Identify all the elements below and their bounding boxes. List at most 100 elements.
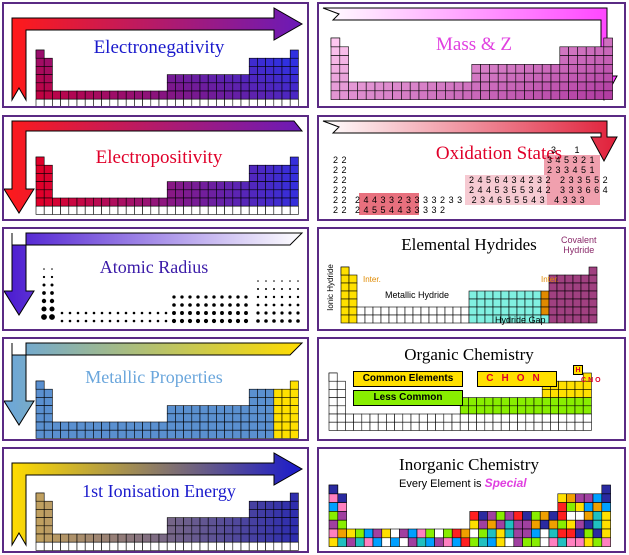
element-cell (348, 306, 358, 316)
element-cell (109, 197, 119, 207)
element-cell (568, 64, 578, 74)
element-cell (495, 519, 506, 530)
element-cell (101, 421, 111, 431)
element-cell (374, 90, 385, 100)
element-cell (175, 413, 184, 423)
element-cell (340, 282, 350, 292)
element-cell (289, 74, 299, 84)
element-cell (508, 298, 518, 308)
element-cell (93, 429, 102, 439)
element-cell (281, 405, 291, 415)
element-cell (207, 74, 217, 84)
element-cell (289, 49, 299, 59)
element-cell (265, 173, 275, 182)
panel-organic-chemistry: Organic Chemistry Common Elements Less C… (317, 337, 626, 441)
element-cell (101, 98, 111, 106)
element-cell (35, 388, 45, 398)
inorganic-subtitle-emph: Special (484, 476, 527, 490)
element-cell (495, 511, 506, 521)
element-cell (575, 528, 585, 539)
element-cell (257, 421, 266, 431)
element-cell (339, 64, 349, 74)
element-cell (336, 413, 346, 423)
oxidation-row-5: 2 4 4 3 3 2 3 3 3 3 2 3 3 2 3 4 6 5 5 5 … (355, 195, 586, 205)
element-cell (232, 98, 242, 106)
element-cell (452, 314, 462, 324)
radius-dot (204, 295, 208, 299)
element-cell (150, 98, 160, 106)
element-cell (109, 98, 119, 106)
element-cell (207, 413, 217, 423)
element-cell (273, 181, 283, 191)
radius-dot (220, 295, 224, 299)
element-cell (68, 98, 78, 106)
element-cell (346, 537, 356, 547)
element-cell (265, 181, 275, 191)
element-cell (484, 298, 494, 308)
radius-dot (244, 311, 248, 315)
element-cell (216, 181, 225, 191)
element-cell (356, 314, 366, 324)
ionisation-arrow (11, 452, 304, 551)
element-cell (207, 90, 217, 100)
element-cell (566, 502, 576, 512)
element-cell (240, 429, 250, 439)
element-cell (183, 525, 193, 535)
element-cell (380, 306, 390, 316)
element-cell (427, 421, 436, 431)
element-cell (476, 314, 486, 324)
radius-dot (164, 311, 168, 315)
element-cell (281, 181, 291, 191)
element-cell (68, 533, 78, 543)
element-cell (35, 205, 45, 215)
metallic-title: Metallic Properties (85, 367, 223, 387)
element-cell (550, 421, 559, 431)
element-cell (191, 205, 201, 215)
element-cell (289, 541, 299, 551)
element-cell (497, 72, 508, 83)
radius-dot (296, 295, 300, 299)
element-cell (289, 197, 299, 207)
element-cell (469, 511, 479, 521)
radius-dot (289, 288, 291, 290)
element-cell (594, 81, 605, 92)
radius-dot (92, 311, 96, 315)
element-cell (240, 205, 250, 215)
element-cell (281, 517, 291, 527)
element-cell (35, 156, 45, 166)
oxidation-left-col: 2 2 2 2 2 2 2 2 2 2 2 2 (333, 155, 348, 215)
element-cell (175, 90, 184, 100)
element-cell (207, 189, 217, 199)
element-cell (550, 413, 559, 423)
element-cell (492, 290, 502, 300)
element-cell (468, 421, 477, 431)
element-cell (462, 81, 473, 92)
radius-dot (236, 311, 240, 315)
element-cell (281, 388, 291, 398)
element-cell (497, 81, 508, 92)
element-cell (93, 98, 102, 106)
element-cell (166, 74, 176, 84)
element-cell (445, 90, 455, 100)
element-cell (531, 528, 541, 539)
element-cell (101, 541, 111, 551)
radius-dot (156, 311, 160, 315)
element-cell (330, 81, 341, 92)
element-cell (531, 537, 541, 547)
element-cell (109, 205, 119, 215)
element-cell (582, 405, 592, 415)
mini-c: C (581, 377, 589, 384)
element-cell (60, 197, 70, 207)
element-cell (532, 298, 542, 308)
element-cell (372, 306, 382, 316)
element-cell (592, 493, 603, 503)
element-cell (583, 502, 594, 512)
element-cell (476, 405, 486, 415)
element-cell (191, 525, 201, 535)
element-cell (355, 528, 365, 539)
element-cell (224, 90, 234, 100)
inorganic-subtitle-prefix: Every Element is (399, 478, 485, 490)
element-cell (240, 541, 250, 551)
element-cell (500, 290, 510, 300)
element-cell (484, 314, 494, 324)
